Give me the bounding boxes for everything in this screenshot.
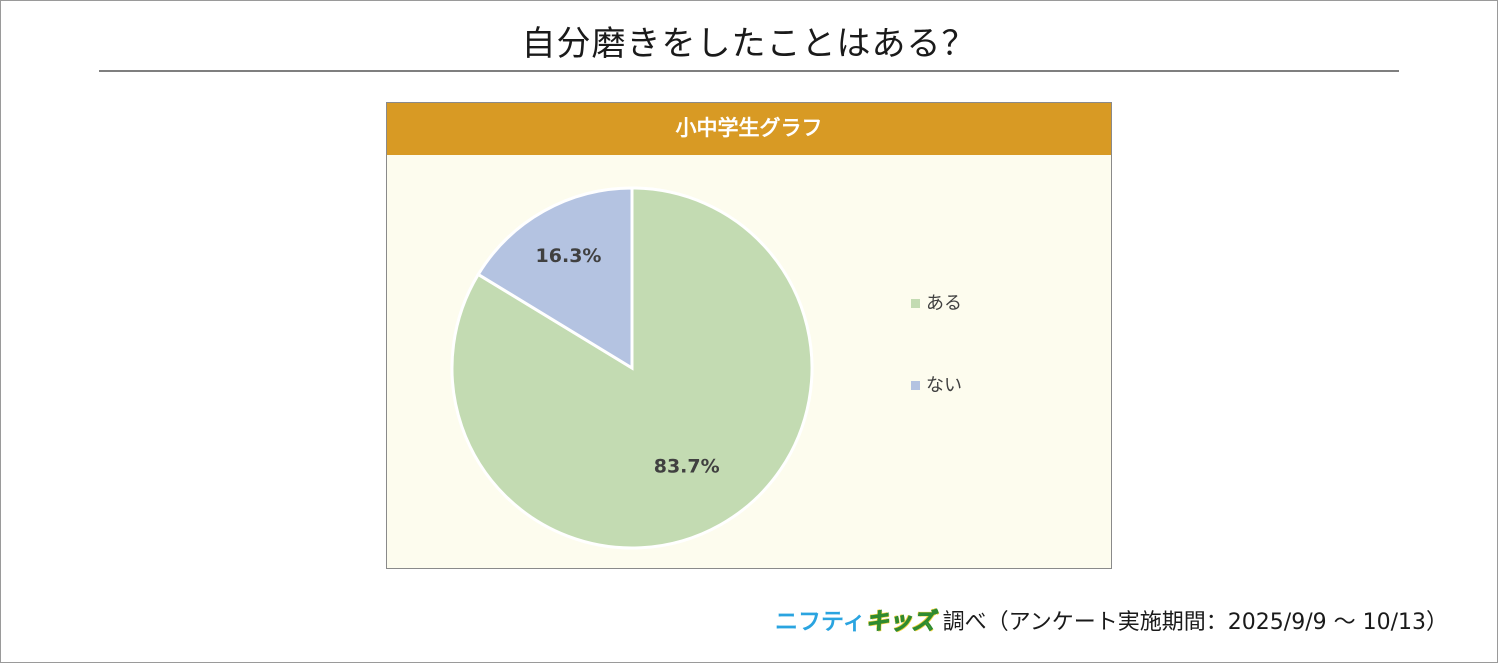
legend-swatch xyxy=(911,298,920,308)
legend-item-2: ない xyxy=(911,371,962,397)
survey-note: 調べ（アンケート実施期間：2025/9/9 ～ 10/13） xyxy=(942,610,1448,635)
chart-panel: 小中学生グラフ 83.7% 16.3% あるない xyxy=(386,102,1112,569)
pie-chart: 83.7% 16.3% xyxy=(450,186,814,550)
logo-text-kids: キッズ xyxy=(865,609,935,636)
page-title: 自分磨きをしたことはある？ xyxy=(521,24,977,64)
legend-label: ない xyxy=(926,375,962,396)
legend-label: ある xyxy=(926,293,962,314)
data-label-2: 16.3% xyxy=(536,245,602,267)
pie-slice-2 xyxy=(476,186,634,371)
chart-title: 小中学生グラフ xyxy=(387,103,1111,155)
survey-footer: ニフティキッズ 調べ（アンケート実施期間：2025/9/9 ～ 10/13） xyxy=(775,602,1448,636)
nifty-kids-logo: ニフティキッズ xyxy=(775,609,935,636)
legend-swatch xyxy=(911,380,920,390)
legend-item-1: ある xyxy=(911,289,962,315)
title-divider xyxy=(99,70,1399,72)
logo-text-nifty: ニフティ xyxy=(775,609,866,635)
data-label-1: 83.7% xyxy=(654,455,720,477)
